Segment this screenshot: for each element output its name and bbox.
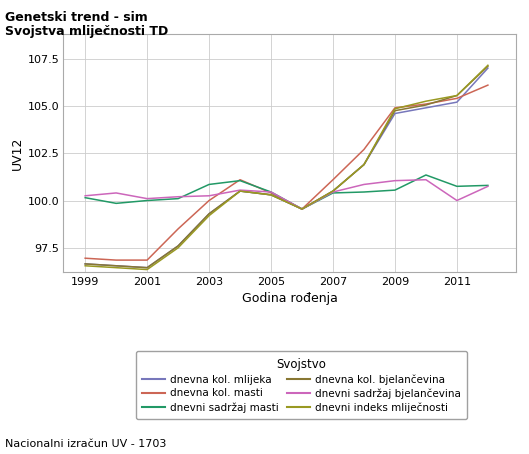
Text: Genetski trend - sim: Genetski trend - sim	[5, 11, 148, 25]
Text: Nacionalni izračun UV - 1703: Nacionalni izračun UV - 1703	[5, 439, 167, 449]
Y-axis label: UV12: UV12	[11, 137, 23, 170]
X-axis label: Godina rođenja: Godina rođenja	[242, 292, 338, 305]
Text: Svojstva mliječnosti TD: Svojstva mliječnosti TD	[5, 25, 169, 38]
Legend: dnevna kol. mlijeka, dnevna kol. masti, dnevni sadržaj masti, dnevna kol. bjelan: dnevna kol. mlijeka, dnevna kol. masti, …	[135, 351, 468, 419]
